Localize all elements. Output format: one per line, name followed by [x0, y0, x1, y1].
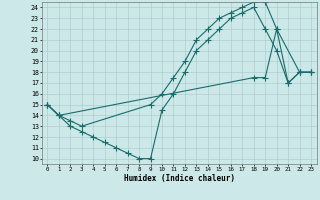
X-axis label: Humidex (Indice chaleur): Humidex (Indice chaleur) — [124, 174, 235, 183]
